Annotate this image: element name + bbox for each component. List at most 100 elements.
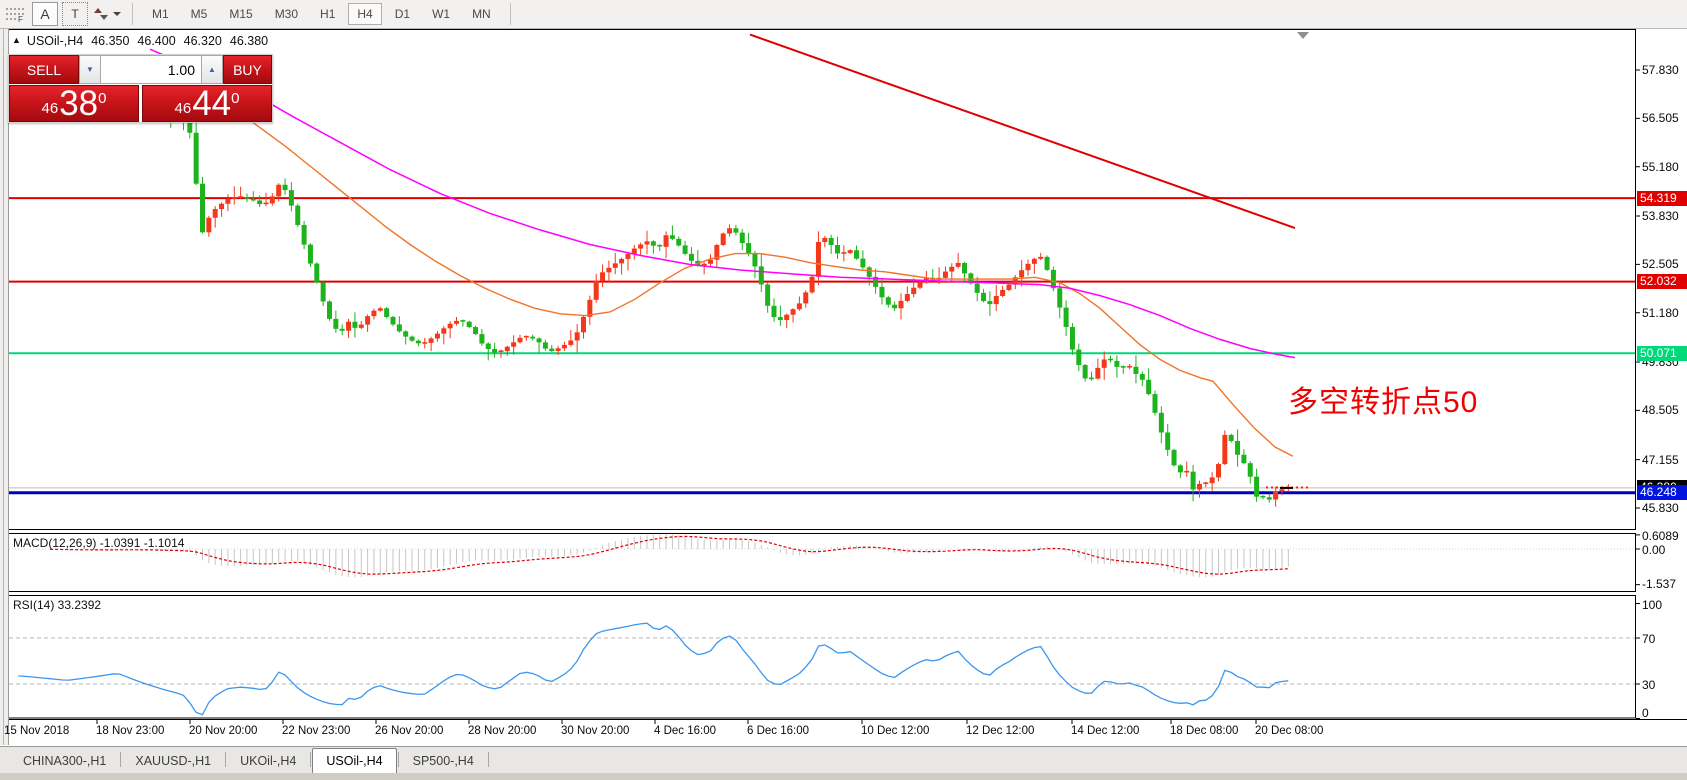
- time-axis-label: 15 Nov 2018: [4, 725, 70, 737]
- buy-price-point: 0: [231, 90, 240, 107]
- time-axis-label: 20 Dec 08:00: [1255, 725, 1324, 737]
- price-tick-label: 51.180: [1642, 305, 1679, 320]
- rsi-scale-label: 0: [1642, 706, 1649, 720]
- chart-shift-marker[interactable]: [1297, 32, 1309, 39]
- macd-label: MACD(12,26,9) -1.0391 -1.1014: [13, 536, 185, 550]
- chart-ohlc-header: ▲ USOil-,H4 46.350 46.400 46.320 46.380: [12, 34, 268, 48]
- rsi-label: RSI(14) 33.2392: [13, 598, 102, 612]
- price-tick-label: 47.155: [1642, 452, 1679, 467]
- level-price-badge: 54.319: [1637, 190, 1687, 206]
- symbol-tab-sp500-h4[interactable]: SP500-,H4: [412, 754, 474, 768]
- symbol-tab-ukoil-h4[interactable]: UKOil-,H4: [240, 754, 297, 768]
- price-tick-label: 45.830: [1642, 501, 1679, 515]
- timeframe-group: M1 M5 M15 M30 H1 H4 D1 W1 MN: [141, 3, 502, 25]
- macd-scale-label: 0.00: [1642, 543, 1666, 557]
- arrows-tool-button[interactable]: [92, 2, 122, 26]
- time-axis-label: 30 Nov 20:00: [561, 725, 630, 737]
- level-price-badge: 52.032: [1637, 274, 1687, 290]
- price-tick-label: 52.505: [1642, 257, 1679, 272]
- svg-text:F: F: [18, 15, 23, 22]
- price-tick-label: 57.830: [1642, 63, 1679, 77]
- tab-separator: [397, 752, 399, 767]
- macd-scale-label: 0.6089: [1642, 528, 1679, 543]
- timeframe-m30-button[interactable]: M30: [274, 7, 299, 21]
- timeframe-h1-button[interactable]: H1: [320, 7, 336, 21]
- chart-annotation-text: 多空转折点50: [1288, 386, 1479, 419]
- time-axis-label: 18 Dec 08:00: [1170, 725, 1239, 737]
- text-label-tool-button[interactable]: A: [32, 2, 58, 26]
- buy-price-whole: 46: [174, 100, 192, 117]
- symbol-tab-xauusd-h1[interactable]: XAUUSD-,H1: [135, 754, 212, 768]
- time-axis-label: 4 Dec 16:00: [654, 725, 717, 737]
- timeframe-h4-button[interactable]: H4: [348, 3, 382, 25]
- rsi-pane[interactable]: [8, 595, 1636, 718]
- bottom-strip: [0, 773, 1687, 780]
- price-tick-label: 56.505: [1642, 111, 1679, 126]
- macd-pane[interactable]: [8, 533, 1636, 592]
- symbol-tab-usoil-h4[interactable]: USOil-,H4: [312, 748, 397, 773]
- sell-button-label: SELL: [26, 61, 62, 78]
- rsi-scale-label: 30: [1642, 678, 1656, 692]
- volume-increase-button[interactable]: ▲: [201, 55, 223, 84]
- timeframe-m15-button[interactable]: M15: [229, 7, 253, 21]
- arrows-dropdown-caret[interactable]: [113, 12, 121, 16]
- fibonacci-icon: F: [6, 8, 24, 22]
- buy-button-label: BUY: [233, 61, 262, 78]
- text-tool-button[interactable]: T: [62, 2, 88, 26]
- timeframe-mn-button[interactable]: MN: [472, 7, 491, 21]
- symbol-period-label: USOil-,H4: [26, 34, 84, 48]
- buy-price-button[interactable]: 46 44 0: [142, 85, 272, 122]
- toolbar: F A T M1 M5 M15 M30 H1 H4 D1 W1 MN: [0, 0, 1687, 29]
- time-axis-label: 12 Dec 12:00: [966, 725, 1035, 737]
- window-splitter[interactable]: [0, 29, 9, 745]
- time-axis-label: 20 Nov 20:00: [189, 725, 258, 737]
- tab-separator: [487, 752, 489, 767]
- volume-input[interactable]: [101, 55, 201, 84]
- symbol-tab-bar: CHINA300-,H1 XAUUSD-,H1 UKOil-,H4 USOil-,H4…: [0, 746, 1687, 773]
- toolbar-separator: [509, 3, 511, 25]
- sell-price-point: 0: [98, 90, 107, 107]
- spin-down-icon: ▼: [86, 65, 94, 74]
- time-axis-label: 22 Nov 23:00: [282, 725, 351, 737]
- rsi-scale-label: 100: [1642, 597, 1663, 612]
- close-value: 46.380: [229, 34, 269, 48]
- text-tool-icon: T: [71, 7, 79, 21]
- time-axis-label: 18 Nov 23:00: [96, 725, 165, 737]
- volume-decrease-button[interactable]: ▼: [79, 55, 101, 84]
- tab-separator: [225, 752, 227, 767]
- timeframe-d1-button[interactable]: D1: [394, 7, 411, 21]
- one-click-trading-panel: SELL ▼ ▲ BUY 46 38 0 46 44 0: [8, 54, 273, 123]
- symbol-tab-china300-h1[interactable]: CHINA300-,H1: [23, 754, 107, 768]
- buy-button[interactable]: BUY: [223, 55, 272, 84]
- price-tick-label: 48.505: [1642, 403, 1679, 418]
- buy-price-pips: 44: [192, 84, 232, 123]
- high-value: 46.400: [137, 34, 176, 48]
- time-axis-label: 10 Dec 12:00: [861, 725, 930, 737]
- time-axis-label: 26 Nov 20:00: [375, 725, 444, 737]
- price-tick-label: 53.830: [1642, 209, 1679, 223]
- sell-price-button[interactable]: 46 38 0: [9, 85, 139, 122]
- text-label-icon: A: [40, 6, 50, 22]
- timeframe-m5-button[interactable]: M5: [190, 7, 208, 21]
- rsi-scale-label: 70: [1642, 632, 1656, 646]
- tab-separator: [310, 752, 312, 767]
- macd-scale-label: -1.537: [1642, 577, 1677, 591]
- fibonacci-tool-button[interactable]: F: [2, 2, 28, 26]
- time-axis-label: 28 Nov 20:00: [468, 725, 537, 737]
- collapse-icon[interactable]: ▲: [12, 35, 21, 45]
- open-value: 46.350: [91, 34, 130, 48]
- tab-separator: [120, 752, 122, 767]
- timeframe-m1-button[interactable]: M1: [152, 7, 169, 21]
- arrows-icon: [94, 8, 108, 20]
- toolbar-separator: [132, 3, 133, 25]
- sell-price-pips: 38: [59, 84, 99, 123]
- time-axis-label: 14 Dec 12:00: [1071, 725, 1140, 737]
- sell-button[interactable]: SELL: [9, 55, 79, 84]
- low-value: 46.320: [183, 34, 222, 48]
- price-tick-label: 55.180: [1642, 159, 1679, 174]
- sell-price-whole: 46: [41, 100, 59, 117]
- time-axis-label: 6 Dec 16:00: [747, 725, 810, 737]
- timeframe-w1-button[interactable]: W1: [432, 7, 451, 21]
